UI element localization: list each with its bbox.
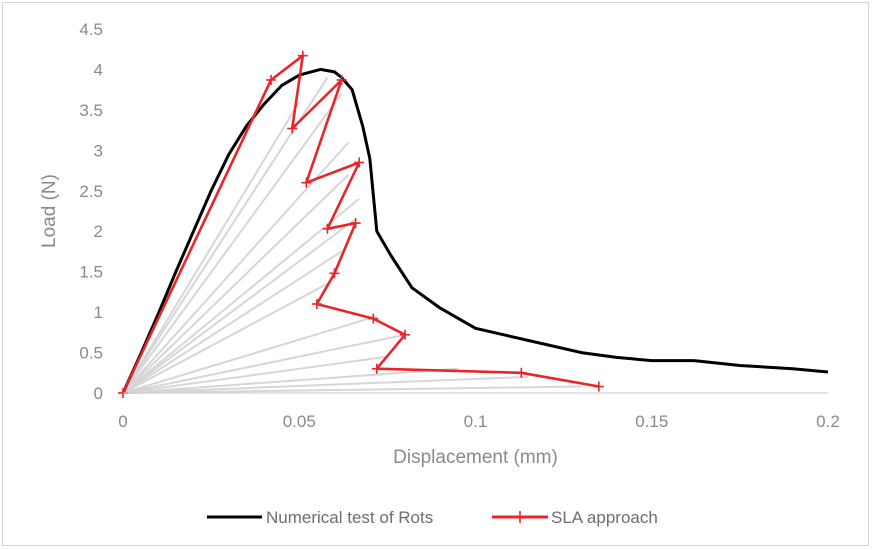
x-tick-label: 0.05 (283, 412, 316, 431)
x-tick-label: 0.2 (816, 412, 840, 431)
y-tick-label: 4 (94, 60, 103, 79)
secant-line (122, 282, 328, 394)
series-line-numerical-test (121, 67, 829, 394)
sla-point-marker (297, 50, 308, 61)
y-tick-label: 3 (94, 141, 103, 160)
y-tick-label: 2.5 (79, 182, 103, 201)
x-axis-title: Displacement (mm) (393, 447, 558, 468)
y-axis-title: Load (N) (39, 174, 60, 248)
sla-point-marker (266, 74, 277, 85)
y-tick-label: 1.5 (79, 263, 103, 282)
sla-point-marker (371, 363, 382, 374)
series-line-sla-approach (121, 54, 600, 394)
y-tick-label: 2 (94, 222, 103, 241)
sla-point-marker (368, 313, 379, 324)
sla-point-marker (329, 268, 340, 279)
secant-line (122, 173, 350, 394)
legend-label-sla-approach: SLA approach (551, 508, 658, 527)
sla-point-marker (350, 218, 361, 229)
sla-point-marker (311, 299, 322, 310)
secant-line (122, 250, 343, 394)
sla-point-marker (301, 177, 312, 188)
secant-line (122, 355, 388, 394)
sla-point-marker (336, 74, 347, 85)
secant-line (122, 218, 357, 394)
sla-point-marker (593, 381, 604, 392)
secant-line (122, 101, 301, 394)
y-tick-label: 4.5 (79, 20, 103, 39)
secant-line (122, 375, 529, 394)
y-tick-label: 0.5 (79, 344, 103, 363)
secant-line (122, 333, 406, 394)
secant-line (122, 93, 343, 394)
secant-line (122, 385, 582, 394)
sla-point-marker (322, 223, 333, 234)
secant-line (122, 315, 378, 394)
x-tick-label: 0 (118, 412, 127, 431)
secant-line (122, 141, 350, 394)
secant-lines (122, 76, 582, 394)
y-tick-label: 3.5 (79, 101, 103, 120)
y-tick-labels: 0 0.5 1 1.5 2 2.5 3 3.5 4 4.5 (79, 20, 103, 403)
secant-line (122, 76, 329, 394)
secant-line (122, 198, 360, 394)
legend: Numerical test of Rots SLA approach (207, 508, 658, 527)
y-tick-label: 0 (94, 384, 103, 403)
y-tick-label: 1 (94, 303, 103, 322)
sla-point-marker (516, 367, 527, 378)
x-tick-labels: 0 0.05 0.1 0.15 0.2 (118, 412, 840, 431)
sla-point-marker (287, 123, 298, 134)
x-tick-label: 0.15 (635, 412, 668, 431)
secant-line (122, 367, 458, 394)
sla-point-marker (400, 329, 410, 340)
legend-label-numerical-test: Numerical test of Rots (266, 508, 433, 527)
x-tick-label: 0.1 (464, 412, 488, 431)
sla-point-marker (354, 157, 365, 168)
